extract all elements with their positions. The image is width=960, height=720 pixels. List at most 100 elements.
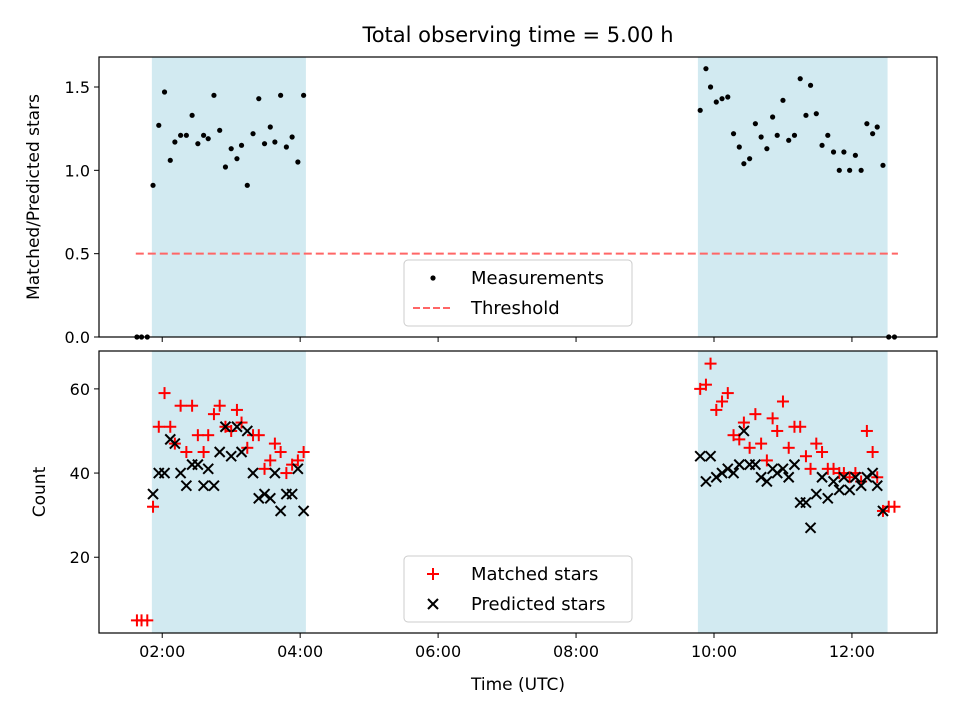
data-point <box>699 378 712 391</box>
data-point <box>710 471 722 483</box>
data-point <box>783 471 795 483</box>
y-axis-ticks: 20 40 60 <box>70 380 99 567</box>
data-point <box>799 450 812 463</box>
data-point <box>267 124 273 130</box>
data-point <box>158 387 171 400</box>
data-point <box>721 387 734 400</box>
data-point <box>749 408 762 421</box>
data-point <box>810 437 823 450</box>
data-point <box>264 454 277 467</box>
data-point <box>252 429 265 442</box>
legend-box <box>403 555 633 623</box>
data-point <box>192 458 204 471</box>
data-point <box>770 114 776 120</box>
data-point <box>186 399 199 412</box>
data-point <box>222 164 229 170</box>
data-point <box>167 157 173 163</box>
data-point <box>178 132 184 138</box>
y-tick-label: 0.0 <box>65 328 90 347</box>
legend-label-threshold: Threshold <box>470 298 560 319</box>
observing-window <box>151 351 306 633</box>
data-point <box>764 146 770 152</box>
data-point <box>749 458 762 471</box>
data-point <box>269 467 281 479</box>
data-point <box>880 162 886 168</box>
data-point <box>777 463 789 475</box>
data-point <box>713 99 719 105</box>
data-point <box>803 112 809 118</box>
data-point <box>791 132 798 138</box>
data-point <box>141 614 154 627</box>
data-point <box>283 144 289 150</box>
legend-box <box>403 259 633 327</box>
data-point <box>780 97 786 103</box>
data-point <box>774 132 780 138</box>
data-point <box>755 437 768 450</box>
data-point <box>274 446 287 459</box>
data-point <box>235 446 248 458</box>
data-point <box>722 463 734 475</box>
y-axis-title: Count <box>30 466 50 517</box>
data-point <box>771 424 784 437</box>
data-point <box>205 136 211 142</box>
data-point <box>225 424 238 437</box>
data-point <box>238 142 245 148</box>
y-tick-label: 1.5 <box>65 78 90 97</box>
data-point <box>807 82 814 88</box>
data-point <box>253 492 265 505</box>
data-point <box>289 134 295 140</box>
data-point <box>174 399 187 412</box>
data-point <box>771 467 783 479</box>
data-point <box>727 467 740 479</box>
data-point <box>847 167 853 173</box>
legend: Matched stars Predicted stars <box>403 555 633 623</box>
x-tick-label: 06:00 <box>415 642 461 661</box>
data-point <box>258 462 271 475</box>
observing-window <box>151 57 306 337</box>
chart-title: Total observing time = 5.00 h <box>361 23 673 47</box>
data-point <box>147 500 160 513</box>
y-tick-label: 40 <box>70 464 90 483</box>
data-point <box>804 522 817 534</box>
data-point <box>152 420 165 433</box>
data-point <box>211 92 217 98</box>
data-point <box>292 463 304 475</box>
data-point <box>147 488 159 500</box>
data-point <box>737 416 750 429</box>
y-tick-label: 20 <box>70 548 90 567</box>
data-point <box>816 446 829 459</box>
data-point <box>833 484 845 496</box>
data-point <box>202 429 215 442</box>
data-point <box>786 137 792 143</box>
count-marks <box>130 357 901 627</box>
x-tick-label: 04:00 <box>277 642 323 661</box>
data-point <box>161 89 168 95</box>
data-point <box>741 161 747 167</box>
y-axis-ticks: 0.0 0.5 1.0 1.5 <box>65 78 99 347</box>
x-tick-label: 10:00 <box>691 642 737 661</box>
data-point <box>286 488 298 500</box>
legend-label-measurements: Measurements <box>471 268 604 289</box>
data-point <box>156 122 162 128</box>
data-point <box>231 421 243 433</box>
data-point <box>888 500 901 513</box>
data-point <box>838 471 850 483</box>
data-point <box>864 121 870 127</box>
data-point <box>219 421 232 433</box>
observing-window <box>697 57 888 337</box>
data-point <box>213 446 226 458</box>
data-point <box>272 139 278 145</box>
x-axis-ticks: 02:00 04:00 06:00 08:00 10:00 12:00 <box>139 633 875 661</box>
observing-window <box>697 351 888 633</box>
y-tick-label: 1.0 <box>65 161 90 180</box>
data-point <box>841 149 847 155</box>
legend-label-predicted: Predicted stars <box>471 594 605 615</box>
data-point <box>719 96 725 102</box>
data-point <box>274 505 287 517</box>
data-point <box>202 463 214 475</box>
data-point <box>174 467 187 479</box>
data-point <box>747 156 753 162</box>
data-point <box>261 141 268 147</box>
data-point <box>813 111 819 117</box>
